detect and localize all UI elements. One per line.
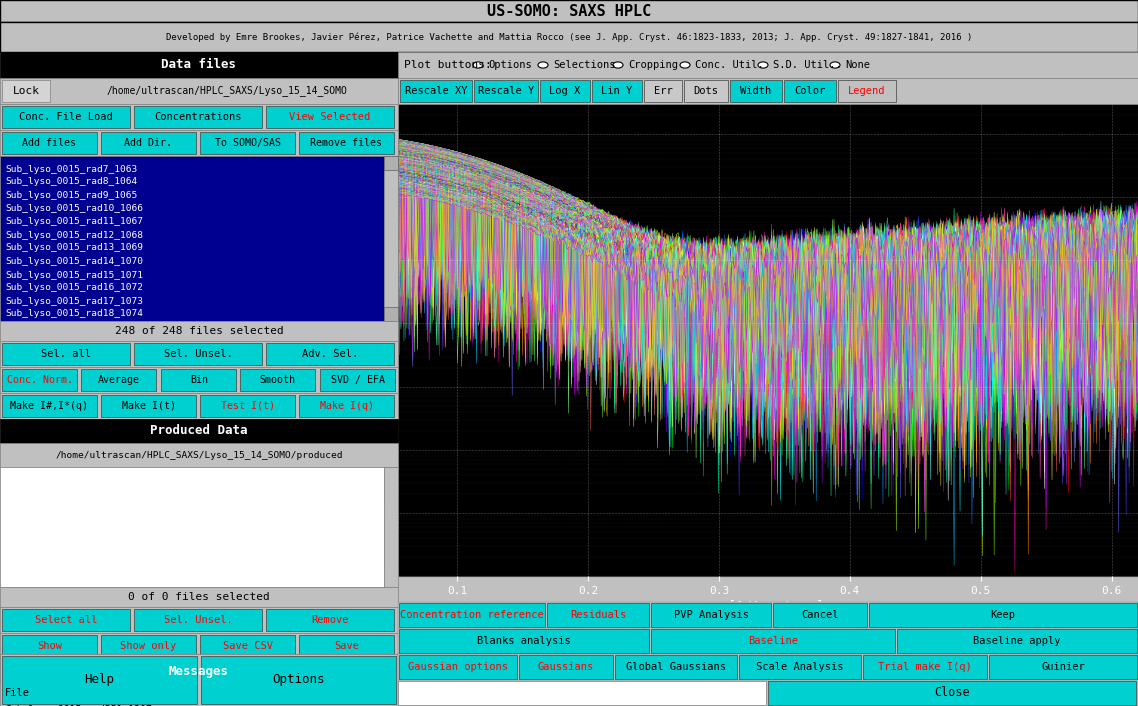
Text: Smooth: Smooth	[259, 375, 296, 385]
Text: Sub_lyso_0015_rad9_1065: Sub_lyso_0015_rad9_1065	[5, 191, 138, 201]
Text: /home/ultrascan/HPLC_SAXS/Lyso_15_14_SOMO/produced: /home/ultrascan/HPLC_SAXS/Lyso_15_14_SOM…	[56, 450, 343, 460]
Text: Sub_lyso_0015_rad8_1064: Sub_lyso_0015_rad8_1064	[5, 177, 138, 186]
Text: Sub_lyso_0015_rad15_1071: Sub_lyso_0015_rad15_1071	[5, 270, 143, 280]
Text: Bin: Bin	[190, 375, 208, 385]
Text: Cropping: Cropping	[628, 60, 678, 70]
Text: Make I#,I*(q): Make I#,I*(q)	[10, 401, 89, 411]
Text: Make I(t): Make I(t)	[122, 401, 175, 411]
Text: Residuals: Residuals	[570, 610, 626, 620]
Text: Lin Y: Lin Y	[601, 86, 633, 96]
Text: Sub_lyso_0015_rad11_1067: Sub_lyso_0015_rad11_1067	[5, 217, 143, 227]
Text: Legend: Legend	[848, 86, 885, 96]
Text: US-SOMO: SAXS HPLC: US-SOMO: SAXS HPLC	[487, 4, 651, 18]
Text: Color: Color	[794, 86, 826, 96]
Text: Conc. Norm.: Conc. Norm.	[7, 375, 73, 385]
Text: Sel. all: Sel. all	[41, 349, 91, 359]
Text: Sel. Unsel.: Sel. Unsel.	[164, 615, 232, 625]
Text: Selections: Selections	[553, 60, 616, 70]
Text: S.D. Util..: S.D. Util..	[773, 60, 842, 70]
Text: Sub_lyso_0015_rad14_1070: Sub_lyso_0015_rad14_1070	[5, 258, 143, 266]
Text: Guinier: Guinier	[1041, 662, 1085, 672]
Text: Close: Close	[934, 686, 970, 700]
Text: SVD / EFA: SVD / EFA	[331, 375, 385, 385]
Text: Blanks analysis: Blanks analysis	[477, 636, 571, 646]
Text: Concentration reference: Concentration reference	[401, 610, 544, 620]
Text: Options: Options	[272, 674, 324, 686]
Text: To SOMO/SAS: To SOMO/SAS	[214, 138, 280, 148]
Text: Developed by Emre Brookes, Javier Pérez, Patrice Vachette and Mattia Rocco (see : Developed by Emre Brookes, Javier Pérez,…	[166, 32, 972, 42]
Text: Sub_lyso_0015_rad12_1068: Sub_lyso_0015_rad12_1068	[5, 230, 143, 239]
Text: Baseline apply: Baseline apply	[973, 636, 1061, 646]
Text: Width: Width	[741, 86, 772, 96]
Text: Messages: Messages	[170, 664, 229, 678]
X-axis label: q [1/Angstrom]: q [1/Angstrom]	[712, 600, 824, 613]
Text: Adv. Sel.: Adv. Sel.	[302, 349, 358, 359]
Text: Sub_lyso_0015_rad7_1063: Sub_lyso_0015_rad7_1063	[5, 164, 138, 174]
Text: 248 of 248 files selected: 248 of 248 files selected	[115, 326, 283, 336]
Text: Sub_lyso_0015_rad13_1069: Sub_lyso_0015_rad13_1069	[5, 244, 143, 253]
Text: Sel. Unsel.: Sel. Unsel.	[164, 349, 232, 359]
Text: Show: Show	[38, 641, 61, 651]
Text: Keep: Keep	[990, 610, 1015, 620]
Text: Plot buttons:: Plot buttons:	[404, 60, 492, 70]
Text: File: File	[5, 688, 30, 698]
Text: Scale Analysis: Scale Analysis	[757, 662, 843, 672]
Text: Remove: Remove	[312, 615, 348, 625]
Text: Add Dir.: Add Dir.	[124, 138, 173, 148]
Text: Trial make I(q): Trial make I(q)	[879, 662, 972, 672]
Text: Make I(q): Make I(q)	[320, 401, 373, 411]
Text: Rescale XY: Rescale XY	[405, 86, 468, 96]
Text: Baseline: Baseline	[748, 636, 798, 646]
Text: View Selected: View Selected	[289, 112, 371, 122]
Text: Sub_lyso_0015_rad18_1074: Sub_lyso_0015_rad18_1074	[5, 309, 143, 318]
Text: None: None	[846, 60, 869, 70]
Text: Concentrations: Concentrations	[155, 112, 241, 122]
Text: Sub_lyso_0015_rad10_1066: Sub_lyso_0015_rad10_1066	[5, 205, 143, 213]
Text: Options: Options	[488, 60, 531, 70]
Text: Save CSV: Save CSV	[223, 641, 272, 651]
Text: Gaussians: Gaussians	[538, 662, 594, 672]
Text: Add files: Add files	[23, 138, 76, 148]
Text: Help: Help	[84, 674, 115, 686]
Text: Test I(t): Test I(t)	[221, 401, 274, 411]
Text: Average: Average	[98, 375, 140, 385]
Text: Sub_lyso_0015_rad251_1307: Sub_lyso_0015_rad251_1307	[5, 705, 151, 706]
Text: Cancel: Cancel	[801, 610, 839, 620]
Text: Sub_lyso_0015_rad16_1072: Sub_lyso_0015_rad16_1072	[5, 284, 143, 292]
Text: Select all: Select all	[35, 615, 97, 625]
Text: Global Gaussians: Global Gaussians	[626, 662, 726, 672]
Text: /home/ultrascan/HPLC_SAXS/Lyso_15_14_SOMO: /home/ultrascan/HPLC_SAXS/Lyso_15_14_SOM…	[106, 85, 347, 97]
Text: 0 of 0 files selected: 0 of 0 files selected	[129, 592, 270, 602]
Text: Show only: Show only	[121, 641, 176, 651]
Text: Sub_lyso_0015_rad17_1073: Sub_lyso_0015_rad17_1073	[5, 297, 143, 306]
Text: Err: Err	[653, 86, 673, 96]
Text: Remove files: Remove files	[311, 138, 382, 148]
Text: Dots: Dots	[693, 86, 718, 96]
Text: Produced Data: Produced Data	[150, 424, 248, 438]
Text: Rescale Y: Rescale Y	[478, 86, 534, 96]
Text: Lock: Lock	[13, 86, 40, 96]
Y-axis label: I(q) [a.u.] (log scale): I(q) [a.u.] (log scale)	[339, 258, 352, 422]
Text: Gaussian options: Gaussian options	[409, 662, 508, 672]
Text: Conc. File Load: Conc. File Load	[19, 112, 113, 122]
Text: Log X: Log X	[550, 86, 580, 96]
Text: Conc. Util.: Conc. Util.	[695, 60, 764, 70]
Text: Data files: Data files	[162, 59, 237, 71]
Text: PVP Analysis: PVP Analysis	[674, 610, 749, 620]
Text: Save: Save	[333, 641, 358, 651]
